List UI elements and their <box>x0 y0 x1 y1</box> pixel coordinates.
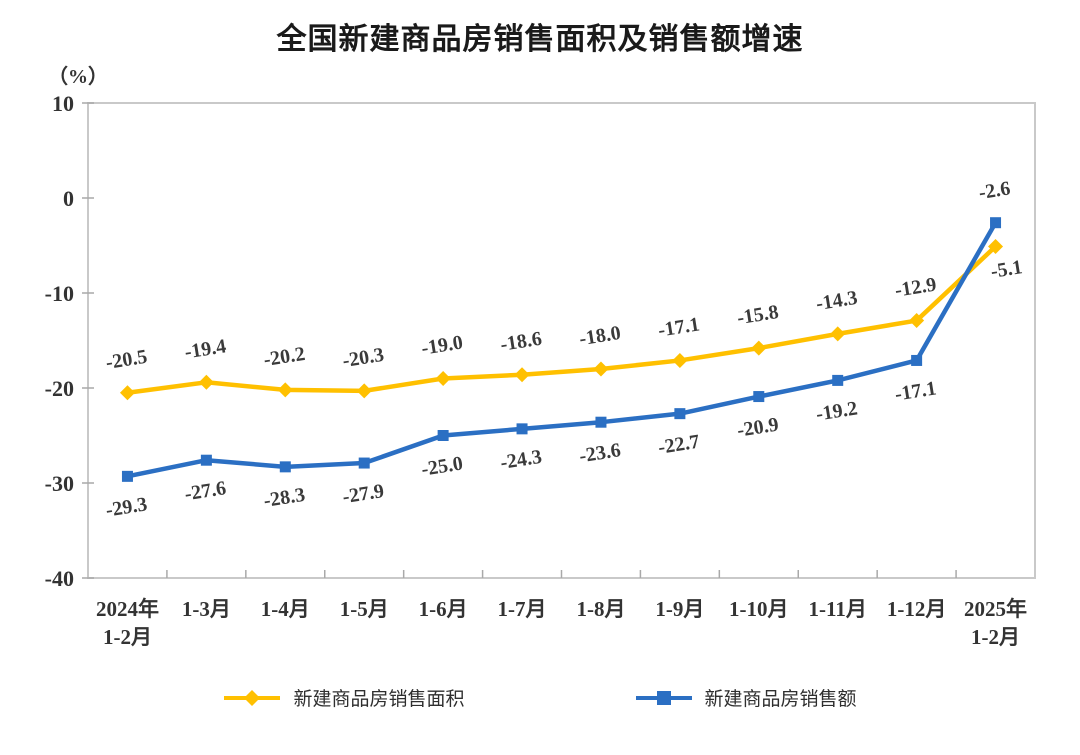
y-tick-label: -20 <box>45 376 74 401</box>
data-label: -14.3 <box>814 287 859 315</box>
data-point-square <box>832 374 844 386</box>
data-label: -24.3 <box>499 446 544 474</box>
legend-item-sales-amount: 新建商品房销售额 <box>635 684 857 711</box>
data-label: -29.3 <box>104 493 149 521</box>
data-label: -15.8 <box>736 301 781 329</box>
data-point-diamond <box>988 238 1004 254</box>
data-label: -12.9 <box>893 273 938 301</box>
legend-item-sales-area: 新建商品房销售面积 <box>223 684 465 711</box>
data-point-diamond <box>672 352 688 368</box>
chart-title: 全国新建商品房销售面积及销售额增速 <box>276 23 804 56</box>
legend-marker-square-icon <box>656 690 671 705</box>
data-label: -27.9 <box>341 480 386 508</box>
data-point-square <box>911 354 923 366</box>
data-label: -19.4 <box>183 335 228 363</box>
data-label: -19.0 <box>420 331 465 359</box>
data-point-square <box>437 430 449 441</box>
data-label: -23.6 <box>578 439 623 467</box>
y-axis-unit-label: （%） <box>48 66 108 88</box>
y-tick-label: -30 <box>45 471 74 496</box>
data-point-diamond <box>198 374 214 390</box>
y-tick-label: 0 <box>63 186 74 211</box>
data-point-square <box>200 454 212 466</box>
data-point-square <box>595 416 607 428</box>
data-point-diamond <box>909 313 925 329</box>
x-tick-label: 1-3月 <box>182 597 231 621</box>
x-tick-label: 1-10月 <box>729 597 789 621</box>
data-point-diamond <box>119 385 135 401</box>
data-point-diamond <box>356 383 372 399</box>
data-point-diamond <box>277 382 293 398</box>
x-tick-label: 1-7月 <box>498 597 547 621</box>
legend-swatch-amount <box>635 690 692 705</box>
data-label: -5.1 <box>989 256 1024 283</box>
x-tick-label: 1-9月 <box>655 597 704 621</box>
data-label: -17.1 <box>657 313 702 341</box>
data-point-diamond <box>514 367 530 383</box>
x-tick-label: 1-5月 <box>340 597 389 621</box>
y-tick-label: -10 <box>45 281 74 306</box>
data-point-diamond <box>751 340 767 356</box>
data-label: -17.1 <box>893 377 938 405</box>
data-label: -20.2 <box>262 343 307 371</box>
data-point-square <box>753 391 765 403</box>
plot-border <box>87 102 1036 579</box>
y-tick-label: -40 <box>45 566 74 591</box>
data-point-square <box>674 408 686 420</box>
data-label: -27.6 <box>183 477 228 505</box>
data-label: -18.0 <box>578 322 623 350</box>
legend-swatch-area <box>224 689 281 706</box>
x-tick-label: 1-6月 <box>419 597 468 621</box>
y-tick-label: 10 <box>52 91 74 116</box>
x-tick-label: 2025年 1-2月 <box>964 597 1027 649</box>
data-label: -20.9 <box>736 413 781 441</box>
legend-label-sales-amount: 新建商品房销售额 <box>704 689 857 710</box>
data-point-square <box>516 423 528 435</box>
data-point-diamond <box>830 326 846 342</box>
data-point-square <box>279 461 291 473</box>
data-point-square <box>990 217 1002 229</box>
x-tick-label: 1-12月 <box>887 597 947 621</box>
legend-marker-diamond-icon <box>244 689 261 706</box>
x-tick-label: 1-4月 <box>261 597 310 621</box>
data-label: -19.2 <box>814 397 859 425</box>
x-tick-label: 1-8月 <box>576 597 625 621</box>
data-point-diamond <box>593 361 609 377</box>
chart-legend: 新建商品房销售面积 新建商品房销售额 <box>0 684 1080 711</box>
data-point-square <box>358 457 370 469</box>
data-label: -28.3 <box>262 484 307 512</box>
data-label: -20.3 <box>341 344 386 372</box>
data-point-diamond <box>435 371 451 386</box>
data-label: -20.5 <box>104 346 149 374</box>
data-label: -22.7 <box>657 431 702 459</box>
data-label: -2.6 <box>977 177 1012 204</box>
x-tick-label: 2024年 1-2月 <box>96 597 159 649</box>
series-line-1 <box>125 220 998 479</box>
data-label: -18.6 <box>499 328 544 356</box>
series-line-0 <box>125 244 998 395</box>
legend-label-sales-area: 新建商品房销售面积 <box>293 689 465 710</box>
x-tick-label: 1-11月 <box>809 597 867 621</box>
data-point-square <box>121 470 133 482</box>
data-label: -25.0 <box>420 452 465 480</box>
